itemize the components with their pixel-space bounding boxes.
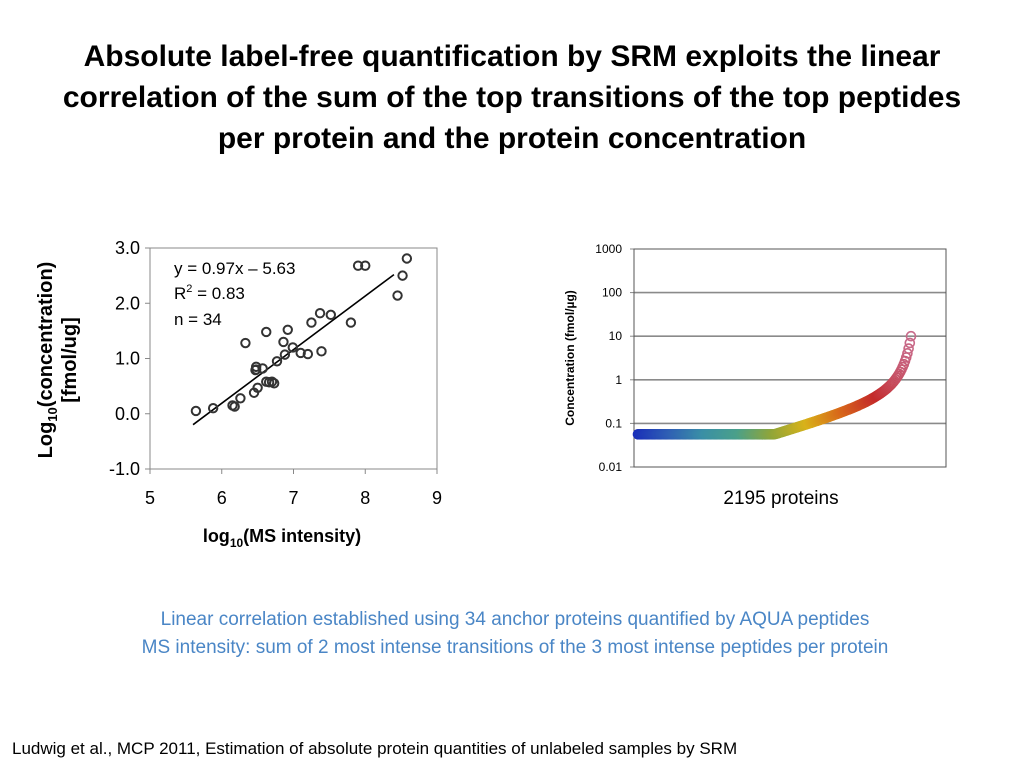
x-tick-label: 5 — [145, 488, 155, 508]
citation: Ludwig et al., MCP 2011, Estimation of a… — [12, 739, 738, 758]
x-tick-label: 8 — [360, 488, 370, 508]
data-point — [235, 393, 246, 404]
data-point — [279, 349, 291, 360]
data-point — [302, 348, 314, 360]
svg-text:Concentration (fmol/µg): Concentration (fmol/µg) — [563, 290, 577, 426]
data-point — [316, 346, 327, 357]
data-point — [278, 336, 289, 348]
data-point — [314, 307, 326, 319]
y-tick-label: 2.0 — [115, 293, 140, 313]
data-point — [360, 260, 371, 271]
y-tick-label: -1.0 — [109, 459, 140, 479]
data-point — [257, 363, 268, 374]
x-tick-label: 6 — [217, 488, 227, 508]
data-point — [905, 330, 917, 342]
y-axis-label: Concentration (fmol/µg) — [563, 290, 577, 426]
n-annotation: n = 34 — [174, 310, 222, 329]
x-tick-label: 9 — [432, 488, 442, 508]
data-point — [904, 337, 916, 349]
r-squared-annotation: R2 = 0.83 — [174, 283, 245, 303]
data-point — [252, 382, 263, 393]
y-tick-label: 0.01 — [599, 460, 623, 474]
data-point — [345, 317, 357, 328]
caption-line-1: Linear correlation established using 34 … — [160, 609, 870, 630]
data-point — [903, 343, 914, 354]
data-point — [287, 342, 298, 353]
y-tick-label: 100 — [602, 286, 622, 300]
x-tick-label: 7 — [288, 488, 298, 508]
x-axis-label: 2195 proteins — [723, 488, 838, 509]
y-tick-label: 3.0 — [115, 238, 140, 258]
y-tick-label: 1 — [615, 373, 622, 387]
data-point — [282, 324, 293, 335]
data-point — [261, 326, 272, 338]
data-point — [229, 401, 240, 412]
data-point — [392, 290, 403, 301]
data-point — [268, 378, 280, 389]
data-point — [397, 270, 408, 281]
y-tick-label: 1.0 — [115, 349, 140, 369]
data-point — [306, 317, 317, 328]
regression-line — [192, 273, 395, 426]
data-point — [240, 337, 251, 349]
y-axis-label: Log10(concentration) [fmol/ug] — [35, 262, 81, 459]
data-point — [190, 405, 202, 417]
data-point — [325, 309, 337, 321]
data-point — [902, 348, 913, 359]
slide-title: Absolute label-free quantification by SR… — [62, 40, 962, 155]
x-axis-label: log10(MS intensity) — [203, 526, 361, 550]
data-point — [271, 356, 283, 367]
svg-text:[fmol/ug]: [fmol/ug] — [59, 317, 81, 403]
svg-text:Log10(concentration): Log10(concentration) — [35, 262, 60, 459]
y-tick-label: 10 — [609, 329, 623, 343]
equation-annotation: y = 0.97x – 5.63 — [174, 259, 295, 278]
data-point — [266, 376, 278, 387]
y-tick-label: 0.1 — [605, 416, 622, 430]
data-point — [207, 403, 219, 414]
y-tick-label: 1000 — [595, 242, 622, 256]
y-tick-label: 0.0 — [115, 404, 140, 424]
data-point — [250, 364, 262, 375]
data-point — [401, 253, 413, 264]
data-point — [352, 260, 364, 271]
data-point — [295, 347, 306, 359]
plot-area-frame — [633, 248, 947, 468]
caption-line-2: MS intensity: sum of 2 most intense tran… — [141, 637, 889, 658]
